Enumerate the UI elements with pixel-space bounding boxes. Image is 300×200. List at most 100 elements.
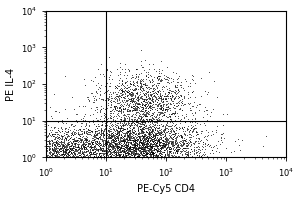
Point [63,147,68,150]
Point [154,156,159,159]
Point [124,98,129,101]
Point [163,156,168,159]
Point [119,124,124,127]
Point [170,156,175,159]
Point [102,120,107,123]
Point [119,99,124,102]
Point [134,118,139,122]
Point [61,140,66,143]
Point [150,146,154,150]
Point [157,78,162,81]
Point [181,138,185,141]
Point [164,156,169,159]
Point [169,141,174,144]
Point [168,142,173,146]
Point [158,80,163,83]
Point [175,145,180,149]
Point [127,149,132,152]
Point [193,110,197,113]
Point [143,156,148,159]
Point [133,144,137,147]
Point [122,89,127,92]
Point [53,142,58,145]
Point [130,138,135,141]
Point [92,134,97,137]
Point [76,156,81,159]
Point [100,140,105,143]
Point [95,124,100,127]
Point [166,141,171,144]
Point [170,101,175,104]
Point [167,151,171,154]
Point [91,118,96,122]
Point [155,153,160,156]
Point [171,154,176,157]
Point [168,132,173,135]
Point [113,149,118,152]
Point [52,156,57,159]
Point [99,137,104,140]
Point [64,122,68,125]
Point [87,151,92,154]
Point [94,147,99,151]
Point [131,156,136,159]
Point [65,130,70,133]
Point [64,135,69,138]
Point [137,96,142,100]
Point [87,155,92,159]
Point [126,98,131,101]
Point [158,156,163,159]
Point [100,152,104,155]
Point [164,156,169,159]
Point [131,97,136,100]
Point [124,109,129,112]
Point [88,151,92,154]
Point [108,71,113,74]
Point [134,106,139,109]
Point [141,155,146,159]
Point [118,145,123,149]
Point [150,145,155,148]
Point [175,145,180,148]
Point [180,136,184,140]
Point [173,156,178,159]
Point [172,130,176,133]
Point [114,148,119,151]
Point [130,153,135,156]
Point [140,147,145,150]
Point [175,135,180,138]
Point [46,154,51,157]
Point [162,108,167,111]
Point [205,135,209,138]
Point [131,96,136,99]
Point [153,144,158,147]
Point [123,137,128,140]
Point [113,109,118,112]
Point [132,123,137,126]
Point [50,135,55,138]
Point [90,142,95,145]
Point [140,79,144,82]
Point [121,74,126,77]
Point [59,125,64,128]
Point [142,106,147,109]
Point [128,146,133,149]
Point [125,109,130,112]
Point [189,148,194,151]
Point [80,156,85,159]
Point [150,118,155,121]
Point [81,116,86,119]
Point [44,150,49,153]
Point [58,156,63,159]
Point [135,118,140,121]
Point [92,146,97,149]
Point [44,151,49,154]
Point [95,136,100,139]
Point [69,156,74,159]
Point [123,118,128,121]
Point [107,82,112,85]
Point [135,136,140,139]
Point [176,143,180,146]
Point [134,156,139,159]
Point [96,147,101,151]
